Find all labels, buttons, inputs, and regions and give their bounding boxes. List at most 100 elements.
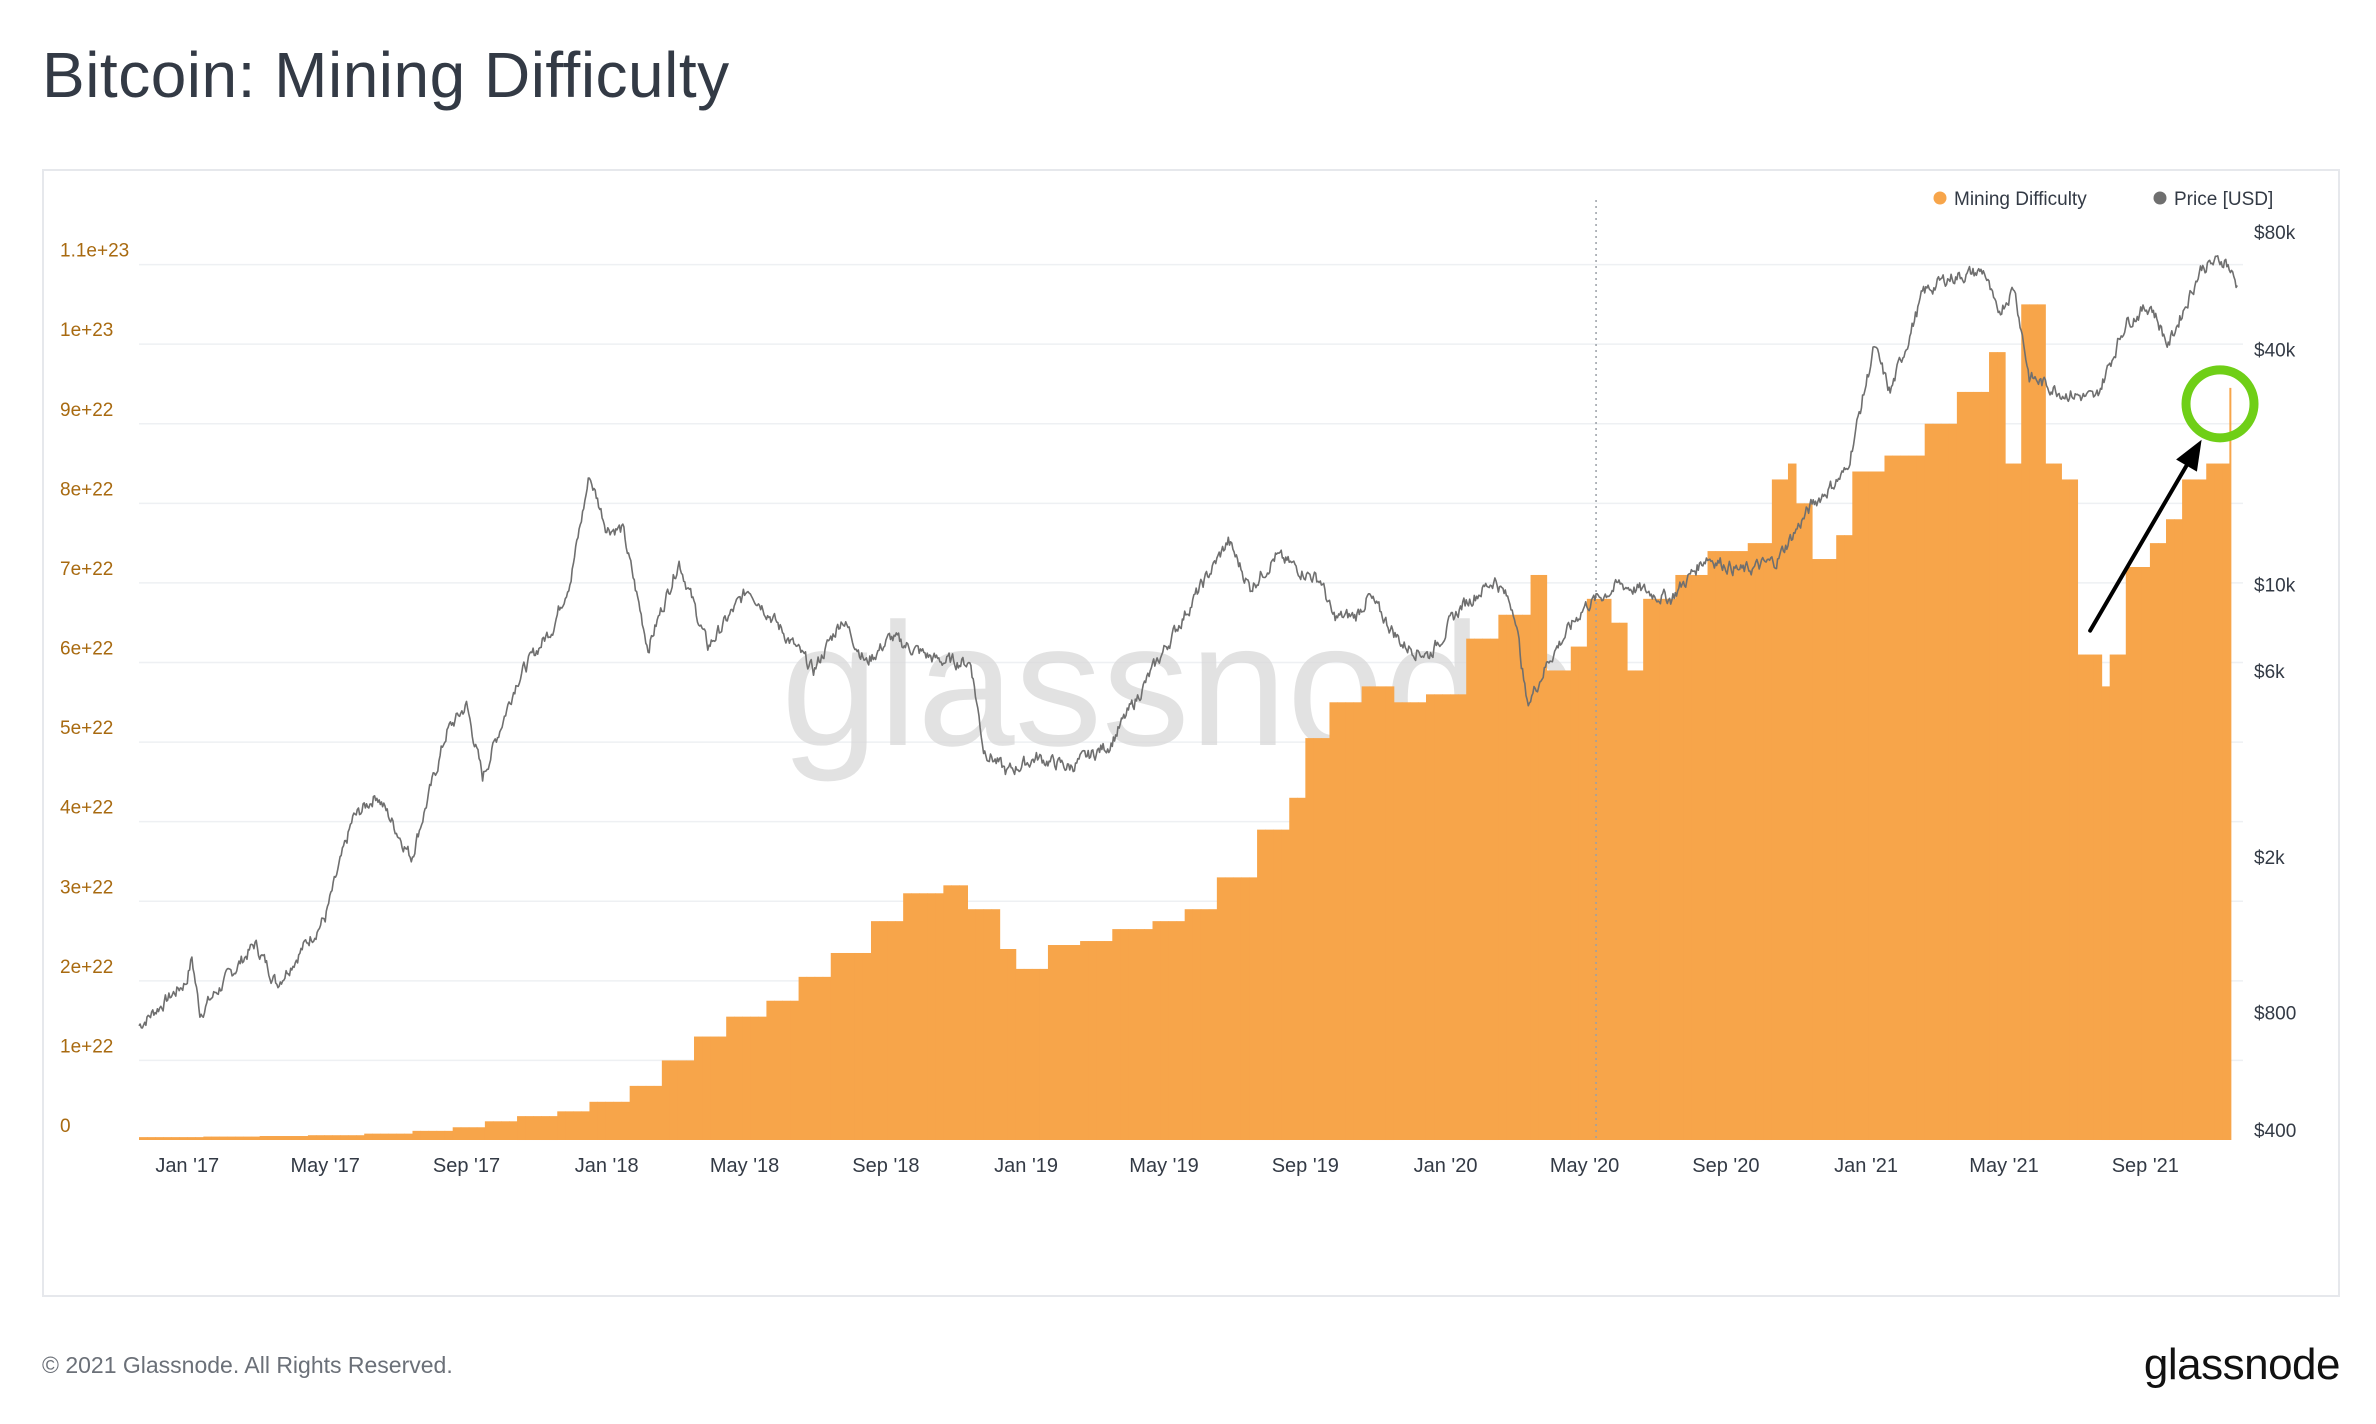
legend-swatch [2153, 191, 2167, 205]
difficulty-bar [1329, 702, 1339, 1140]
difficulty-bar [324, 1135, 333, 1140]
difficulty-bar [903, 893, 912, 1140]
difficulty-bar [1361, 686, 1371, 1141]
difficulty-bar [549, 1116, 558, 1141]
difficulty-bar [1096, 941, 1105, 1140]
difficulty-bar [1152, 921, 1162, 1140]
difficulty-bar [460, 1127, 470, 1140]
difficulty-bar [251, 1136, 261, 1140]
difficulty-bar [2125, 567, 2135, 1140]
difficulty-bar [1031, 968, 1041, 1140]
difficulty-bar [1232, 877, 1242, 1141]
difficulty-bar [1900, 455, 1910, 1141]
difficulty-bar [412, 1130, 422, 1140]
difficulty-bar [1442, 694, 1451, 1140]
difficulty-bar [315, 1135, 325, 1140]
y-right-tick-label: $40k [2254, 340, 2296, 361]
y-right-tick-label: $10k [2254, 575, 2296, 596]
difficulty-bar [2198, 479, 2207, 1141]
difficulty-bar [2037, 304, 2046, 1141]
difficulty-bar [2109, 654, 2119, 1140]
difficulty-bar [155, 1137, 164, 1140]
y-right-tick-label: $800 [2254, 1004, 2296, 1025]
difficulty-bar [147, 1137, 156, 1140]
x-tick-label: May '17 [290, 1155, 359, 1177]
difficulty-bar [887, 921, 896, 1140]
difficulty-bar [782, 1000, 792, 1140]
legend[interactable]: Mining Difficulty Price [USD] [1933, 189, 2274, 210]
difficulty-bar [1176, 921, 1186, 1140]
difficulty-bar [613, 1101, 623, 1140]
annotations [2088, 365, 2259, 633]
y-right-tick-label: $6k [2254, 662, 2285, 683]
difficulty-bar [1482, 638, 1491, 1141]
difficulty-bar [364, 1133, 373, 1140]
difficulty-bar [332, 1135, 341, 1140]
difficulty-bar [1337, 702, 1347, 1140]
difficulty-bar [380, 1133, 389, 1140]
difficulty-bar [911, 893, 920, 1140]
difficulty-bar [999, 949, 1009, 1140]
difficulty-bar [452, 1127, 462, 1140]
x-tick-label: Jan '18 [575, 1155, 639, 1177]
difficulty-bar [1972, 391, 1982, 1140]
difficulty-bar [1884, 455, 1894, 1141]
difficulty-bar [1015, 968, 1025, 1140]
difficulty-bar [1956, 391, 1966, 1140]
difficulty-bar [653, 1085, 663, 1140]
difficulty-bar [163, 1137, 172, 1140]
difficulty-bar [2101, 686, 2111, 1141]
x-tick-label: May '20 [1550, 1155, 1619, 1177]
difficulty-bar [1514, 614, 1524, 1140]
difficulty-bar [661, 1060, 671, 1140]
difficulty-bar [1434, 694, 1443, 1140]
difficulty-bar [1007, 949, 1017, 1140]
difficulty-bar [2069, 479, 2079, 1141]
price-line-path [138, 255, 2238, 1029]
difficulty-bar [879, 921, 888, 1140]
difficulty-bar [340, 1135, 349, 1140]
difficulty-bar [798, 976, 808, 1140]
x-tick-label: Sep '20 [1692, 1155, 1759, 1177]
difficulty-bar [187, 1137, 196, 1140]
difficulty-bar [983, 909, 993, 1140]
difficulty-bar [227, 1136, 237, 1140]
x-tick-label: Sep '21 [2112, 1155, 2179, 1177]
legend-label: Mining Difficulty [1954, 189, 2087, 210]
difficulty-bar [774, 1000, 783, 1140]
difficulty-bar [1506, 614, 1515, 1140]
difficulty-bar [870, 921, 880, 1140]
difficulty-bar [1393, 702, 1403, 1140]
difficulty-bar [243, 1136, 253, 1140]
difficulty-bar [1771, 479, 1781, 1141]
x-tick-label: May '18 [710, 1155, 779, 1177]
difficulty-bar [1554, 670, 1564, 1140]
arrow-head [2176, 439, 2202, 472]
difficulty-bar [1064, 945, 1073, 1140]
difficulty-bar [1779, 479, 1789, 1141]
difficulty-bar [372, 1133, 381, 1140]
difficulty-bar [509, 1121, 518, 1140]
difficulty-bar [1796, 503, 1805, 1141]
difficulty-bar [967, 909, 977, 1140]
difficulty-bar [1474, 638, 1483, 1141]
difficulty-bar [1892, 455, 1902, 1141]
difficulty-bar [2141, 567, 2151, 1140]
difficulty-bar [1466, 638, 1475, 1141]
glassnode-logo[interactable]: glassnode [2143, 1340, 2341, 1389]
difficulty-bar [726, 1016, 735, 1140]
difficulty-bar [1112, 929, 1121, 1140]
difficulty-bar [1080, 941, 1089, 1140]
difficulty-bar [677, 1060, 687, 1140]
difficulty-bar [541, 1116, 550, 1141]
x-tick-label: Jan '19 [994, 1155, 1058, 1177]
difficulty-bar [1763, 543, 1773, 1141]
difficulty-bar [525, 1116, 534, 1141]
x-tick-label: Jan '17 [155, 1155, 219, 1177]
difficulty-bar [1417, 702, 1427, 1140]
difficulty-bar [685, 1060, 695, 1140]
y-right-tick-label: $80k [2254, 223, 2296, 244]
difficulty-bar [1128, 929, 1137, 1140]
difficulty-bar [1787, 463, 1797, 1140]
difficulty-bar [1530, 574, 1540, 1140]
